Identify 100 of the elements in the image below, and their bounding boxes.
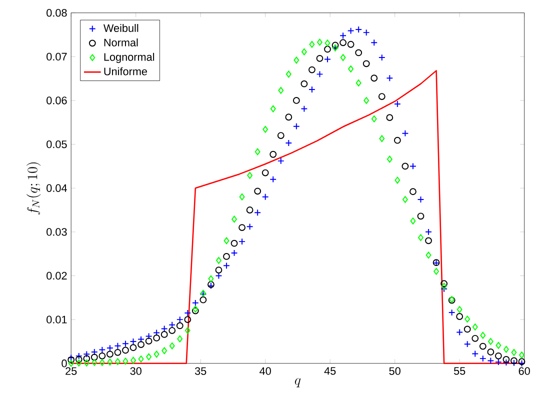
point xyxy=(440,280,448,288)
point xyxy=(480,332,486,339)
point xyxy=(83,350,90,358)
point xyxy=(246,206,254,214)
point xyxy=(76,360,82,366)
point xyxy=(464,316,470,323)
point xyxy=(496,342,502,349)
point xyxy=(292,122,300,130)
point xyxy=(223,262,230,270)
point xyxy=(277,132,284,140)
point xyxy=(230,250,238,256)
point xyxy=(98,346,106,354)
point xyxy=(426,252,432,259)
point xyxy=(68,354,75,362)
point xyxy=(487,357,494,364)
point xyxy=(502,356,510,363)
x-axis-title: $q$ xyxy=(294,378,301,388)
point xyxy=(232,216,237,223)
point xyxy=(300,80,308,88)
point xyxy=(262,193,269,200)
x-tick-label: 25 xyxy=(66,367,77,375)
point xyxy=(130,338,137,346)
point xyxy=(362,29,370,36)
y-tick-label: 0.02 xyxy=(46,272,67,280)
point xyxy=(230,240,238,247)
point xyxy=(208,275,214,282)
point xyxy=(394,100,401,108)
point xyxy=(494,352,502,360)
point xyxy=(371,116,377,122)
point xyxy=(294,56,300,64)
x-tick-label: 35 xyxy=(194,367,206,375)
point xyxy=(425,237,432,244)
point xyxy=(448,309,456,316)
point xyxy=(394,176,400,184)
point xyxy=(487,348,494,356)
point xyxy=(169,342,175,350)
point xyxy=(160,331,168,338)
point xyxy=(184,316,192,324)
point xyxy=(122,358,128,365)
point xyxy=(92,359,98,366)
point xyxy=(456,306,462,314)
y-tick-label: 0.08 xyxy=(46,9,67,17)
point xyxy=(278,87,284,94)
legend-label: Uniforme xyxy=(104,67,148,76)
point xyxy=(402,162,409,170)
point xyxy=(238,224,246,232)
point xyxy=(472,324,478,331)
point xyxy=(239,193,245,200)
point xyxy=(285,140,292,147)
point xyxy=(370,74,378,82)
point xyxy=(479,342,486,350)
point xyxy=(115,358,120,366)
point xyxy=(464,340,471,348)
point xyxy=(98,352,106,360)
point xyxy=(434,268,439,275)
point xyxy=(254,209,262,216)
y-tick-label: 0.01 xyxy=(46,316,67,324)
point xyxy=(417,212,424,220)
point xyxy=(510,360,518,366)
point xyxy=(464,326,471,333)
y-tick-label: 0.04 xyxy=(46,184,67,192)
point xyxy=(340,39,347,46)
y-tick-label: 0 xyxy=(62,360,67,368)
point xyxy=(106,344,114,352)
point xyxy=(511,349,517,356)
point xyxy=(122,340,129,348)
point xyxy=(510,357,518,364)
point xyxy=(316,70,324,78)
point xyxy=(379,135,385,142)
point xyxy=(340,54,346,62)
point xyxy=(488,338,494,346)
point xyxy=(502,359,510,366)
point xyxy=(519,352,524,359)
point xyxy=(200,296,207,304)
point xyxy=(308,66,316,74)
point xyxy=(160,325,168,332)
point xyxy=(292,97,300,104)
point xyxy=(114,349,122,356)
point xyxy=(146,353,152,360)
point xyxy=(238,238,246,246)
point xyxy=(370,39,378,46)
point xyxy=(99,359,105,366)
point xyxy=(153,334,160,342)
point xyxy=(224,237,230,244)
point xyxy=(347,27,354,34)
point xyxy=(386,114,394,122)
point xyxy=(479,355,486,362)
point xyxy=(440,286,448,292)
point xyxy=(215,272,222,280)
point xyxy=(355,26,362,34)
point xyxy=(456,313,464,320)
point xyxy=(494,358,502,366)
point xyxy=(254,188,262,195)
point xyxy=(192,300,199,306)
point xyxy=(106,350,114,358)
point xyxy=(308,86,316,94)
point xyxy=(286,70,292,78)
point xyxy=(270,150,277,158)
point xyxy=(138,356,144,363)
point xyxy=(503,346,509,353)
